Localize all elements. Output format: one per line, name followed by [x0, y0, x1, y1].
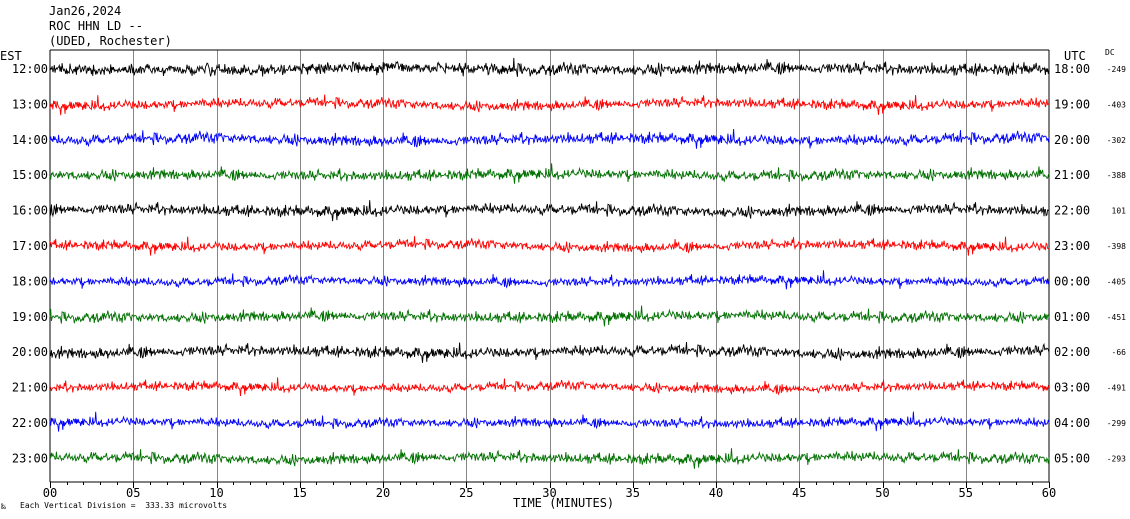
x-tick-label-25: 25 — [459, 486, 473, 500]
x-axis-title: TIME (MINUTES) — [513, 496, 615, 510]
dc-offset-label: -491 — [1107, 384, 1126, 393]
dc-offset-label: -405 — [1107, 277, 1126, 286]
utc-time-label: 00:00 — [1054, 274, 1090, 288]
est-time-label: 19:00 — [12, 310, 48, 324]
dc-offset-label: -388 — [1107, 171, 1126, 180]
dc-offset-label: -299 — [1107, 419, 1126, 428]
trace-1600 — [49, 200, 1050, 222]
x-tick-label-00: 00 — [43, 486, 57, 500]
trace-1900 — [49, 305, 1050, 327]
est-time-label: 21:00 — [12, 381, 48, 395]
trace-2300 — [49, 448, 1050, 469]
trace-1200 — [49, 57, 1050, 77]
station-location: (UDED, Rochester) — [49, 34, 172, 48]
utc-time-label: 19:00 — [1054, 97, 1090, 111]
trace-1400 — [49, 128, 1050, 149]
dc-column-title: DC — [1105, 48, 1115, 57]
trace-1800 — [49, 270, 1050, 290]
trace-1700 — [49, 236, 1049, 256]
vertical-scale-note: Each Vertical Division = 333.33 microvol… — [20, 501, 228, 510]
dc-offset-label: -451 — [1107, 313, 1126, 322]
trace-1300 — [49, 94, 1050, 116]
est-time-label: 23:00 — [12, 451, 48, 465]
est-time-label: 12:00 — [12, 62, 48, 76]
est-time-label: 16:00 — [12, 204, 48, 218]
x-tick-label-60: 60 — [1042, 486, 1056, 500]
trace-2100 — [50, 377, 1050, 397]
trace-1500 — [49, 163, 1050, 184]
utc-time-label: 21:00 — [1054, 168, 1090, 182]
dc-offset-label: 101 — [1112, 207, 1127, 216]
trace-2200 — [49, 411, 1050, 432]
est-time-label: 14:00 — [12, 133, 48, 147]
trace-2000 — [49, 341, 1050, 363]
est-time-label: 15:00 — [12, 168, 48, 182]
dc-offset-label: -249 — [1107, 65, 1126, 74]
utc-time-label: 04:00 — [1054, 416, 1090, 430]
x-tick-label-40: 40 — [709, 486, 723, 500]
utc-time-label: 18:00 — [1054, 62, 1090, 76]
station-code: ROC HHN LD -- — [49, 19, 143, 33]
record-date: Jan26,2024 — [49, 4, 122, 18]
est-axis-title: EST — [0, 49, 22, 63]
utc-time-label: 20:00 — [1054, 133, 1090, 147]
utc-time-label: 03:00 — [1054, 381, 1090, 395]
utc-time-label: 22:00 — [1054, 204, 1090, 218]
est-time-label: 22:00 — [12, 416, 48, 430]
est-time-label: 18:00 — [12, 274, 48, 288]
x-tick-label-50: 50 — [875, 486, 889, 500]
dc-offset-label: -293 — [1107, 454, 1126, 463]
x-tick-label-20: 20 — [376, 486, 390, 500]
x-tick-label-05: 05 — [126, 486, 140, 500]
dc-offset-label: -66 — [1112, 348, 1127, 357]
dc-offset-label: -398 — [1107, 242, 1126, 251]
utc-time-label: 23:00 — [1054, 239, 1090, 253]
est-time-label: 17:00 — [12, 239, 48, 253]
x-tick-label-35: 35 — [626, 486, 640, 500]
dc-offset-label: -403 — [1107, 100, 1126, 109]
footer-mark: ‰ — [1, 502, 6, 511]
x-tick-label-30: 30 — [542, 486, 556, 500]
est-time-label: 13:00 — [12, 97, 48, 111]
x-tick-label-10: 10 — [209, 486, 223, 500]
dc-offset-label: -302 — [1107, 136, 1126, 145]
utc-time-label: 05:00 — [1054, 451, 1090, 465]
x-tick-label-55: 55 — [959, 486, 973, 500]
utc-time-label: 02:00 — [1054, 345, 1090, 359]
x-tick-label-45: 45 — [792, 486, 806, 500]
est-time-label: 20:00 — [12, 345, 48, 359]
x-tick-label-15: 15 — [293, 486, 307, 500]
utc-time-label: 01:00 — [1054, 310, 1090, 324]
utc-axis-title: UTC — [1064, 49, 1086, 63]
